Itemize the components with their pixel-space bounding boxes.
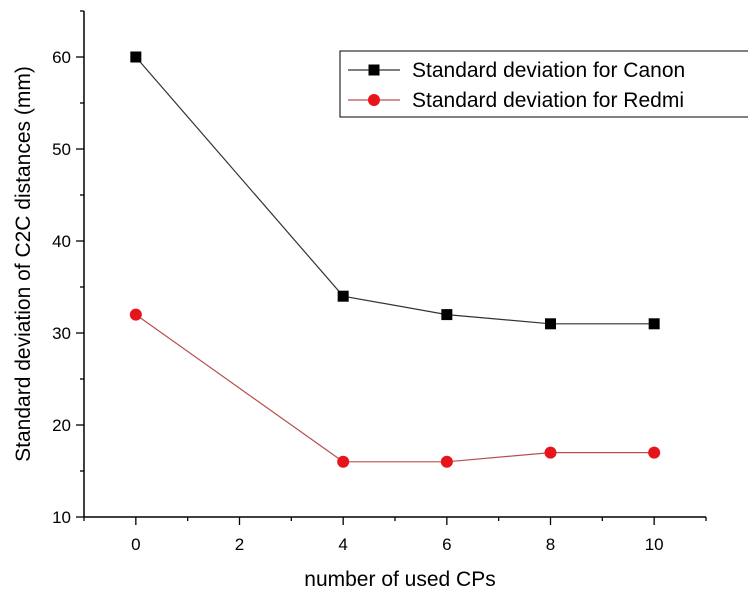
legend-box — [339, 50, 748, 118]
y-tick-label: 60 — [52, 48, 71, 67]
legend: Standard deviation for Canon Standard dev… — [339, 50, 748, 118]
x-tick-label: 10 — [645, 535, 664, 554]
data-point — [130, 51, 142, 63]
y-axis-title: Standard deviation of C2C distances (mm) — [12, 66, 35, 462]
x-tick-label: 2 — [235, 535, 244, 554]
data-point — [337, 290, 349, 302]
data-point — [648, 446, 661, 459]
data-point — [544, 446, 557, 459]
data-point — [545, 318, 556, 330]
y-axis-ticks: 10 20 30 40 50 60 — [52, 10, 84, 527]
y-tick-label: 10 — [52, 508, 71, 527]
x-tick-label: 8 — [546, 535, 555, 554]
legend-label: Standard deviation for Redmi — [412, 89, 684, 112]
y-tick-label: 30 — [52, 324, 71, 343]
data-point — [440, 455, 453, 468]
legend-entry: Standard deviation for Redmi — [348, 89, 684, 112]
x-tick-label: 4 — [338, 535, 347, 554]
legend-marker — [368, 94, 380, 106]
legend-label: Standard deviation for Canon — [412, 59, 685, 82]
data-point — [129, 308, 142, 321]
legend-entry: Standard deviation for Canon — [348, 59, 685, 82]
x-tick-label: 0 — [131, 535, 140, 554]
data-point — [337, 455, 350, 468]
x-axis-title: number of used CPs — [304, 568, 495, 591]
data-point — [441, 309, 453, 321]
data-point — [648, 318, 660, 330]
y-tick-label: 50 — [52, 140, 71, 159]
y-tick-label: 20 — [52, 416, 71, 435]
x-axis-ticks: 0 2 4 6 8 10 — [83, 517, 707, 554]
legend-entries: Standard deviation for Canon Standard dev… — [348, 59, 685, 112]
x-tick-label: 6 — [442, 535, 451, 554]
series-redmi — [129, 308, 661, 468]
series-canon — [130, 51, 660, 330]
series-layer — [129, 51, 661, 468]
y-tick-label: 40 — [52, 232, 71, 251]
legend-marker — [368, 64, 380, 76]
